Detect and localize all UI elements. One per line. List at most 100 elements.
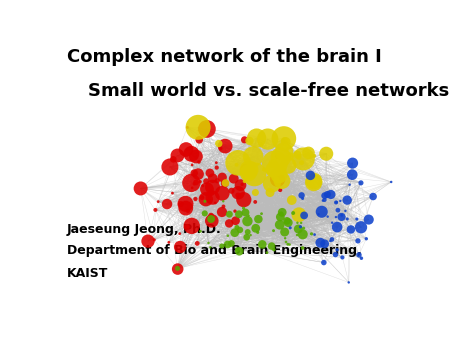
Point [209, 175, 216, 181]
Point [357, 224, 364, 230]
Point [301, 213, 308, 218]
Point [255, 216, 262, 222]
Point [278, 211, 285, 217]
Point [221, 180, 229, 186]
Point [280, 170, 288, 175]
Point [284, 220, 292, 225]
Point [269, 161, 276, 166]
Point [338, 213, 345, 218]
Point [205, 240, 212, 246]
Point [245, 213, 252, 218]
Point [241, 178, 248, 184]
Point [218, 243, 225, 249]
Point [308, 231, 315, 237]
Point [317, 240, 324, 245]
Point [277, 155, 284, 160]
Point [197, 228, 204, 234]
Point [369, 194, 377, 199]
Point [264, 137, 271, 142]
Point [243, 235, 250, 240]
Point [284, 218, 291, 223]
Point [320, 198, 327, 203]
Point [270, 228, 277, 233]
Point [275, 172, 283, 177]
Point [274, 176, 281, 182]
Point [252, 225, 259, 231]
Text: Department of Bio and Brain Engineering,: Department of Bio and Brain Engineering, [67, 244, 361, 257]
Point [283, 239, 290, 245]
Point [271, 161, 279, 166]
Point [295, 212, 302, 217]
Point [224, 242, 231, 247]
Point [252, 190, 259, 195]
Point [281, 229, 288, 235]
Point [318, 209, 325, 214]
Point [228, 188, 235, 193]
Point [192, 196, 199, 202]
Point [174, 153, 181, 158]
Point [299, 196, 306, 201]
Point [305, 150, 312, 155]
Point [155, 199, 162, 204]
Point [215, 141, 222, 146]
Point [191, 181, 198, 187]
Point [327, 238, 334, 244]
Point [225, 221, 233, 226]
Point [236, 227, 243, 233]
Point [285, 145, 292, 150]
Point [194, 171, 202, 177]
Point [245, 170, 252, 176]
Point [268, 243, 275, 249]
Point [321, 193, 328, 198]
Point [310, 180, 317, 185]
Text: Small world vs. scale-free networks: Small world vs. scale-free networks [88, 82, 449, 100]
Point [258, 142, 265, 147]
Point [235, 212, 243, 217]
Point [363, 236, 370, 241]
Point [182, 206, 189, 211]
Point [300, 225, 307, 231]
Point [238, 182, 246, 187]
Point [246, 167, 253, 173]
Text: Complex network of the brain I: Complex network of the brain I [67, 48, 382, 66]
Point [274, 154, 282, 159]
Point [297, 220, 305, 225]
Point [197, 179, 204, 185]
Point [193, 180, 200, 185]
Point [202, 178, 210, 184]
Point [337, 198, 344, 203]
Point [288, 197, 295, 203]
Point [243, 167, 250, 172]
Point [228, 241, 235, 246]
Point [231, 230, 239, 235]
Point [260, 167, 267, 172]
Point [250, 154, 257, 159]
Point [169, 190, 176, 196]
Point [144, 238, 152, 244]
Point [234, 193, 242, 198]
Point [230, 176, 237, 182]
Point [194, 241, 201, 246]
Point [298, 193, 305, 198]
Point [203, 187, 211, 192]
Point [195, 159, 203, 165]
Point [207, 190, 215, 195]
Point [270, 167, 277, 172]
Point [295, 154, 302, 160]
Point [353, 216, 360, 222]
Point [338, 214, 345, 220]
Point [299, 245, 306, 251]
Point [166, 164, 174, 170]
Point [282, 139, 289, 144]
Point [311, 232, 318, 237]
Point [279, 210, 286, 215]
Point [328, 237, 336, 242]
Point [205, 198, 212, 203]
Point [236, 248, 243, 254]
Point [347, 227, 355, 232]
Point [295, 226, 302, 232]
Point [280, 136, 288, 141]
Point [333, 200, 340, 205]
Point [213, 165, 220, 170]
Point [209, 185, 216, 190]
